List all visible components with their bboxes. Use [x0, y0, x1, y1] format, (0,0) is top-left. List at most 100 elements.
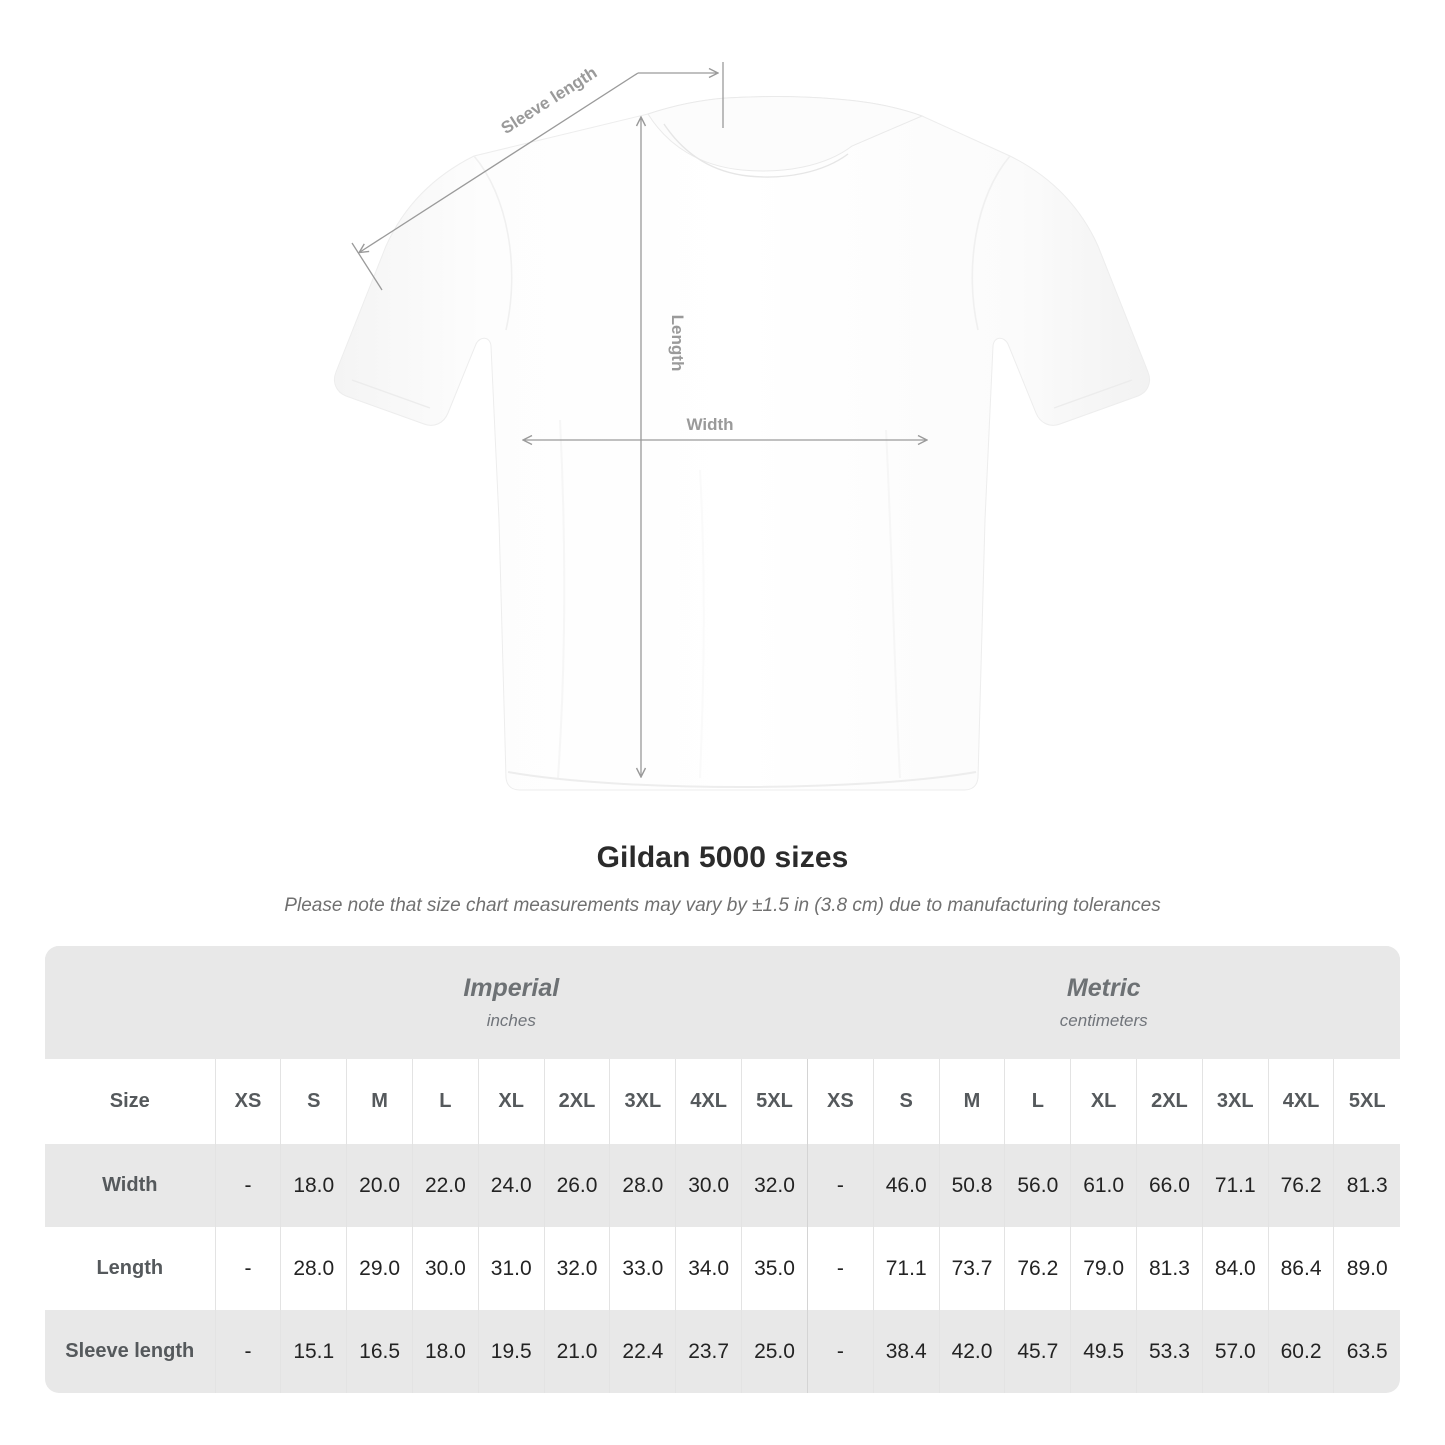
- size-header-row: Size XS S M L XL 2XL 3XL 4XL 5XL XS S M …: [45, 1059, 1400, 1144]
- cell-length-metric-3: 76.2: [1004, 1227, 1071, 1310]
- cell-length-metric-6: 84.0: [1201, 1227, 1269, 1310]
- unit-imperial-sub: inches: [486, 1010, 536, 1030]
- cell-length-imperial-3: 30.0: [411, 1227, 479, 1310]
- cell-sleeve-metric-4: 49.5: [1070, 1310, 1137, 1393]
- unit-banner-row: Imperial inches Metric centimeters: [45, 946, 1400, 1059]
- cell-width-metric-0: -: [806, 1144, 874, 1227]
- cell-width-imperial-7: 30.0: [675, 1144, 742, 1227]
- tolerance-note: Please note that size chart measurements…: [284, 895, 1161, 916]
- cell-sleeve-metric-1: 38.4: [872, 1310, 940, 1393]
- header-size-imperial-0: XS: [214, 1059, 281, 1144]
- cell-length-metric-2: 73.7: [938, 1227, 1005, 1310]
- cell-sleeve-metric-0: -: [806, 1310, 874, 1393]
- chart-header: Gildan 5000 sizes Please note that size …: [0, 838, 1445, 919]
- unit-imperial-name: Imperial: [463, 973, 560, 1002]
- cell-length-metric-1: 71.1: [872, 1227, 940, 1310]
- cell-sleeve-imperial-0: -: [214, 1310, 281, 1393]
- cell-sleeve-metric-8: 63.5: [1333, 1310, 1400, 1393]
- cell-length-imperial-1: 28.0: [280, 1227, 347, 1310]
- header-size-imperial-5: 2XL: [543, 1059, 610, 1144]
- cell-length-imperial-8: 35.0: [741, 1227, 808, 1310]
- unit-imperial-cell: Imperial inches: [215, 946, 808, 1059]
- cell-width-imperial-3: 22.0: [411, 1144, 479, 1227]
- cell-width-imperial-0: -: [214, 1144, 281, 1227]
- cell-sleeve-imperial-1: 15.1: [280, 1310, 347, 1393]
- cell-width-metric-6: 71.1: [1201, 1144, 1269, 1227]
- cell-sleeve-metric-6: 57.0: [1201, 1310, 1269, 1393]
- cell-sleeve-metric-7: 60.2: [1267, 1310, 1334, 1393]
- header-size-imperial-3: L: [411, 1059, 479, 1144]
- sleeve-length-label: Sleeve length: [498, 63, 601, 138]
- cell-length-metric-7: 86.4: [1267, 1227, 1334, 1310]
- tshirt-body: [333, 96, 1151, 791]
- cell-sleeve-imperial-3: 18.0: [411, 1310, 479, 1393]
- cell-sleeve-imperial-6: 22.4: [609, 1310, 676, 1393]
- tshirt-left-sleeve-hem: [351, 379, 431, 409]
- cell-width-metric-1: 46.0: [872, 1144, 940, 1227]
- length-dimension: Length: [641, 118, 687, 776]
- cell-width-metric-3: 56.0: [1004, 1144, 1071, 1227]
- header-size-metric-8: 5XL: [1333, 1059, 1400, 1144]
- row-label-width: Width: [45, 1144, 216, 1227]
- tshirt-diagram: Sleeve length Length Width: [333, 62, 1151, 791]
- row-label-sleeve-length: Sleeve length: [45, 1310, 216, 1393]
- unit-metric-sub: centimeters: [1059, 1010, 1148, 1030]
- cell-length-metric-4: 79.0: [1070, 1227, 1137, 1310]
- tshirt-collar-band: [647, 96, 924, 172]
- header-size-metric-7: 4XL: [1267, 1059, 1334, 1144]
- cell-length-metric-5: 81.3: [1136, 1227, 1203, 1310]
- cell-sleeve-metric-3: 45.7: [1004, 1310, 1071, 1393]
- header-size-metric-1: S: [872, 1059, 940, 1144]
- cell-length-imperial-0: -: [214, 1227, 281, 1310]
- header-size-imperial-2: M: [346, 1059, 413, 1144]
- unit-banner-spacer-left: [45, 946, 216, 1059]
- cell-width-metric-4: 61.0: [1070, 1144, 1137, 1227]
- header-size-imperial-7: 4XL: [675, 1059, 742, 1144]
- page-title: Gildan 5000 sizes: [596, 841, 849, 874]
- cell-sleeve-imperial-2: 16.5: [346, 1310, 413, 1393]
- tshirt-neckline-seam: [663, 123, 849, 178]
- cell-width-metric-2: 50.8: [938, 1144, 1005, 1227]
- cell-width-imperial-5: 26.0: [543, 1144, 610, 1227]
- header-size-metric-4: XL: [1070, 1059, 1137, 1144]
- cell-width-imperial-1: 18.0: [280, 1144, 347, 1227]
- cell-length-imperial-6: 33.0: [609, 1227, 676, 1310]
- sleeve-length-cuff-tick: [351, 242, 383, 291]
- width-label: Width: [686, 415, 733, 434]
- tshirt-bottom-hem: [507, 771, 977, 788]
- header-size-metric-3: L: [1004, 1059, 1071, 1144]
- header-size-label: Size: [45, 1059, 216, 1144]
- table-row-length: Length - 28.0 29.0 30.0 31.0 32.0 33.0 3…: [45, 1227, 1400, 1310]
- cell-sleeve-metric-2: 42.0: [938, 1310, 1005, 1393]
- cell-width-imperial-6: 28.0: [609, 1144, 676, 1227]
- sleeve-length-diagonal-arrow: [360, 72, 639, 252]
- unit-metric-name: Metric: [1066, 973, 1141, 1002]
- tshirt-right-sleeve-hem: [1053, 379, 1133, 409]
- cell-length-imperial-7: 34.0: [675, 1227, 742, 1310]
- cell-width-metric-8: 81.3: [1333, 1144, 1400, 1227]
- cell-width-imperial-4: 24.0: [477, 1144, 545, 1227]
- cell-width-imperial-8: 32.0: [741, 1144, 808, 1227]
- width-dimension: Width: [524, 415, 926, 440]
- tshirt-illustration: [333, 96, 1151, 791]
- tshirt-fold-right: [885, 429, 901, 779]
- length-label: Length: [668, 315, 687, 372]
- cell-length-metric-8: 89.0: [1333, 1227, 1400, 1310]
- cell-sleeve-imperial-4: 19.5: [477, 1310, 545, 1393]
- size-chart-table: Imperial inches Metric centimeters Size …: [45, 946, 1400, 1393]
- cell-width-metric-7: 76.2: [1267, 1144, 1334, 1227]
- cell-width-imperial-2: 20.0: [346, 1144, 413, 1227]
- row-label-length: Length: [45, 1227, 216, 1310]
- cell-width-metric-5: 66.0: [1136, 1144, 1203, 1227]
- unit-metric-cell: Metric centimeters: [807, 946, 1400, 1059]
- cell-sleeve-imperial-7: 23.7: [675, 1310, 742, 1393]
- table-row-width: Width - 18.0 20.0 22.0 24.0 26.0 28.0 30…: [45, 1144, 1400, 1227]
- header-size-metric-5: 2XL: [1136, 1059, 1203, 1144]
- header-size-imperial-1: S: [280, 1059, 347, 1144]
- table-row-sleeve-length: Sleeve length - 15.1 16.5 18.0 19.5 21.0…: [45, 1310, 1400, 1393]
- cell-sleeve-metric-5: 53.3: [1136, 1310, 1203, 1393]
- cell-length-imperial-2: 29.0: [346, 1227, 413, 1310]
- header-size-metric-0: XS: [806, 1059, 874, 1144]
- cell-sleeve-imperial-5: 21.0: [543, 1310, 610, 1393]
- cell-length-imperial-4: 31.0: [477, 1227, 545, 1310]
